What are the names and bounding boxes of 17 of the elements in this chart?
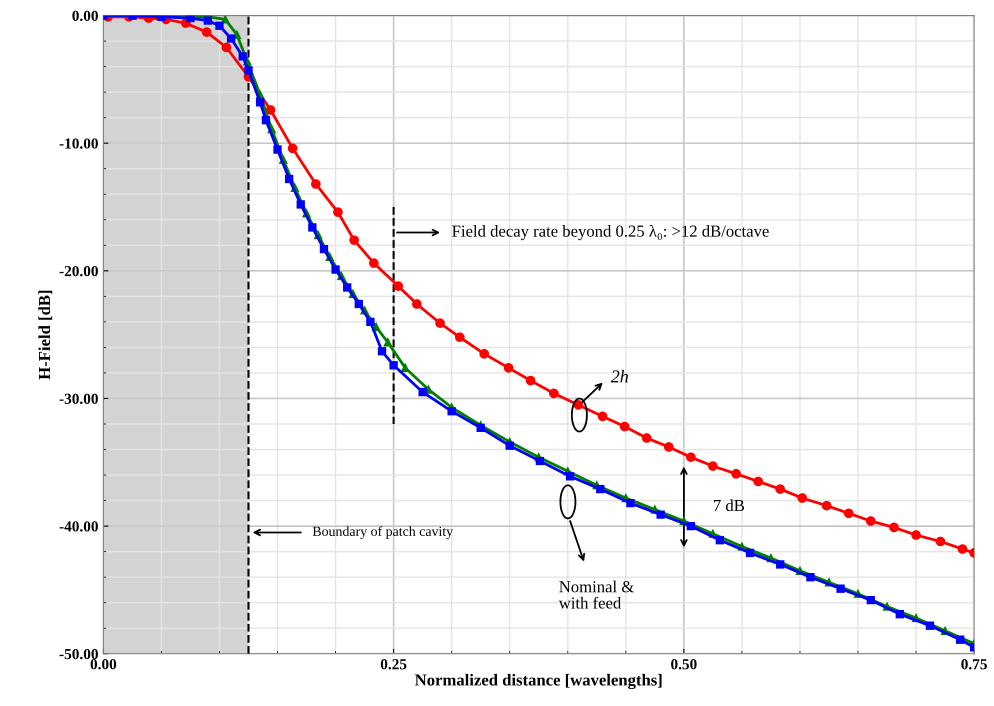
annotation: Nominal & with feed: [558, 580, 634, 609]
x-axis-title: Normalized distance [wavelengths]: [415, 674, 662, 690]
x-tick-label: 0.25: [380, 659, 406, 670]
y-tick-label: -20.00: [60, 266, 98, 276]
y-axis-title: H-Field [dB]: [38, 290, 52, 380]
y-tick-label: -10.00: [60, 138, 98, 149]
y-tick-label: -30.00: [60, 394, 98, 404]
x-tick-label: 0.00: [90, 659, 116, 670]
x-tick-label: 0.75: [961, 659, 987, 670]
y-tick-label: 0.00: [72, 10, 98, 22]
y-tick-label: -40.00: [60, 521, 98, 532]
annotation: Field decay rate beyond 0.25 λ₀: >12 dB/octave: [452, 224, 769, 240]
y-tick-label: -50.00: [60, 648, 98, 660]
annotation: Boundary of patch cavity: [312, 526, 454, 539]
annotation: 2h: [610, 370, 628, 382]
x-tick-label: 0.50: [671, 659, 697, 670]
annotation: 7 dB: [714, 499, 744, 512]
